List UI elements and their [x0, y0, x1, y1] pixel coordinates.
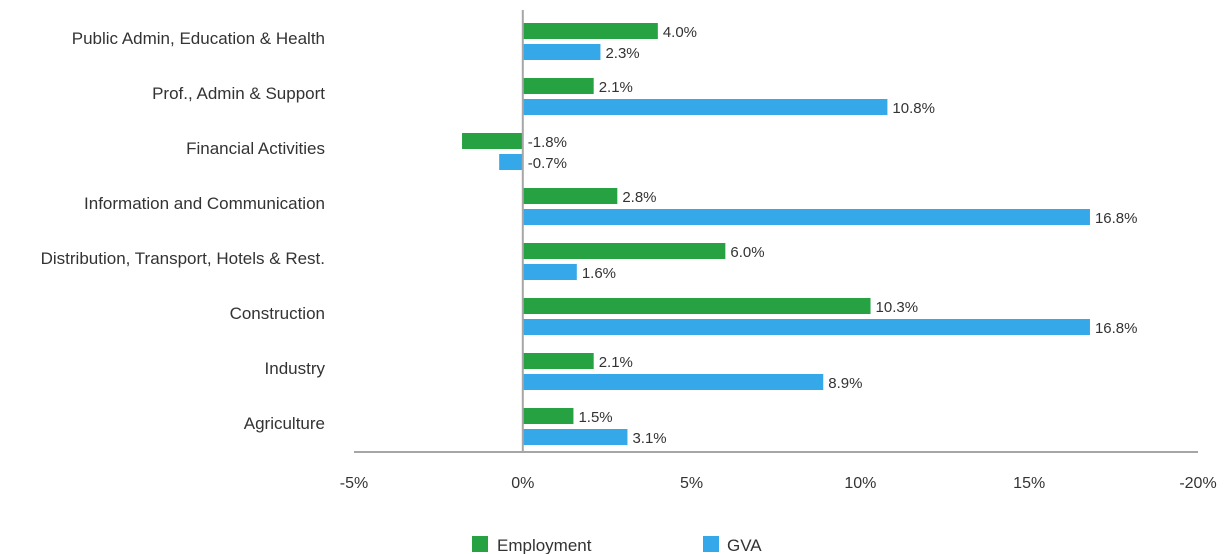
category-label: Construction	[230, 304, 325, 323]
gva-value-label: 10.8%	[892, 100, 935, 117]
gva-bar	[522, 99, 888, 115]
category-label: Prof., Admin & Support	[152, 84, 325, 103]
employment-bar	[522, 188, 618, 204]
gva-bar	[499, 154, 523, 170]
gva-bar	[522, 264, 577, 280]
employment-value-label: 2.1%	[599, 354, 633, 371]
employment-value-label: 6.0%	[730, 244, 764, 261]
x-tick-label: 0%	[511, 475, 534, 492]
x-tick-label: -5%	[340, 475, 368, 492]
gva-bar	[522, 374, 824, 390]
x-tick-label: 5%	[680, 475, 703, 492]
employment-value-label: 10.3%	[876, 299, 919, 316]
employment-value-label: -1.8%	[528, 134, 567, 151]
employment-value-label: 2.1%	[599, 79, 633, 96]
employment-bar	[522, 78, 594, 94]
category-label: Industry	[265, 359, 326, 378]
gva-value-label: 16.8%	[1095, 320, 1138, 337]
category-label: Public Admin, Education & Health	[72, 29, 325, 48]
gva-value-label: 3.1%	[632, 430, 666, 447]
legend: Employment GVA	[472, 536, 762, 554]
employment-bar	[522, 243, 726, 259]
gva-bar	[522, 209, 1090, 225]
x-tick-label: 15%	[1013, 475, 1045, 492]
category-label: Information and Communication	[84, 194, 325, 213]
x-axis-ticks: -5% 0% 5% 10% 15% -20%	[340, 475, 1217, 492]
employment-bar	[522, 298, 871, 314]
bars	[462, 23, 1090, 445]
data-labels: 4.0% 2.3% 2.1% 10.8% -1.8% -0.7% 2.8% 16.8% 6.0%…	[528, 24, 1138, 447]
employment-value-label: 4.0%	[663, 24, 697, 41]
gva-bar	[522, 319, 1090, 335]
axes	[354, 10, 1198, 453]
employment-value-label: 1.5%	[578, 409, 612, 426]
employment-bar	[522, 408, 574, 424]
gva-value-label: 16.8%	[1095, 210, 1138, 227]
gva-bar	[522, 44, 601, 60]
gva-value-label: -0.7%	[528, 155, 567, 172]
legend-label-gva: GVA	[727, 536, 762, 554]
category-label: Distribution, Transport, Hotels & Rest.	[41, 249, 325, 268]
gva-value-label: 2.3%	[605, 45, 639, 62]
employment-value-label: 2.8%	[622, 189, 656, 206]
employment-bar	[522, 23, 658, 39]
employment-bar	[462, 133, 523, 149]
gva-bar	[522, 429, 628, 445]
legend-label-employment: Employment	[497, 536, 592, 554]
employment-bar	[522, 353, 594, 369]
category-labels: Public Admin, Education & Health Prof., A…	[41, 29, 326, 433]
category-label: Agriculture	[244, 414, 325, 433]
gva-value-label: 1.6%	[582, 265, 616, 282]
legend-swatch-gva	[703, 536, 719, 552]
category-label: Financial Activities	[186, 139, 325, 158]
x-tick-label: -20%	[1179, 475, 1216, 492]
legend-swatch-employment	[472, 536, 488, 552]
gva-value-label: 8.9%	[828, 375, 862, 392]
x-tick-label: 10%	[844, 475, 876, 492]
